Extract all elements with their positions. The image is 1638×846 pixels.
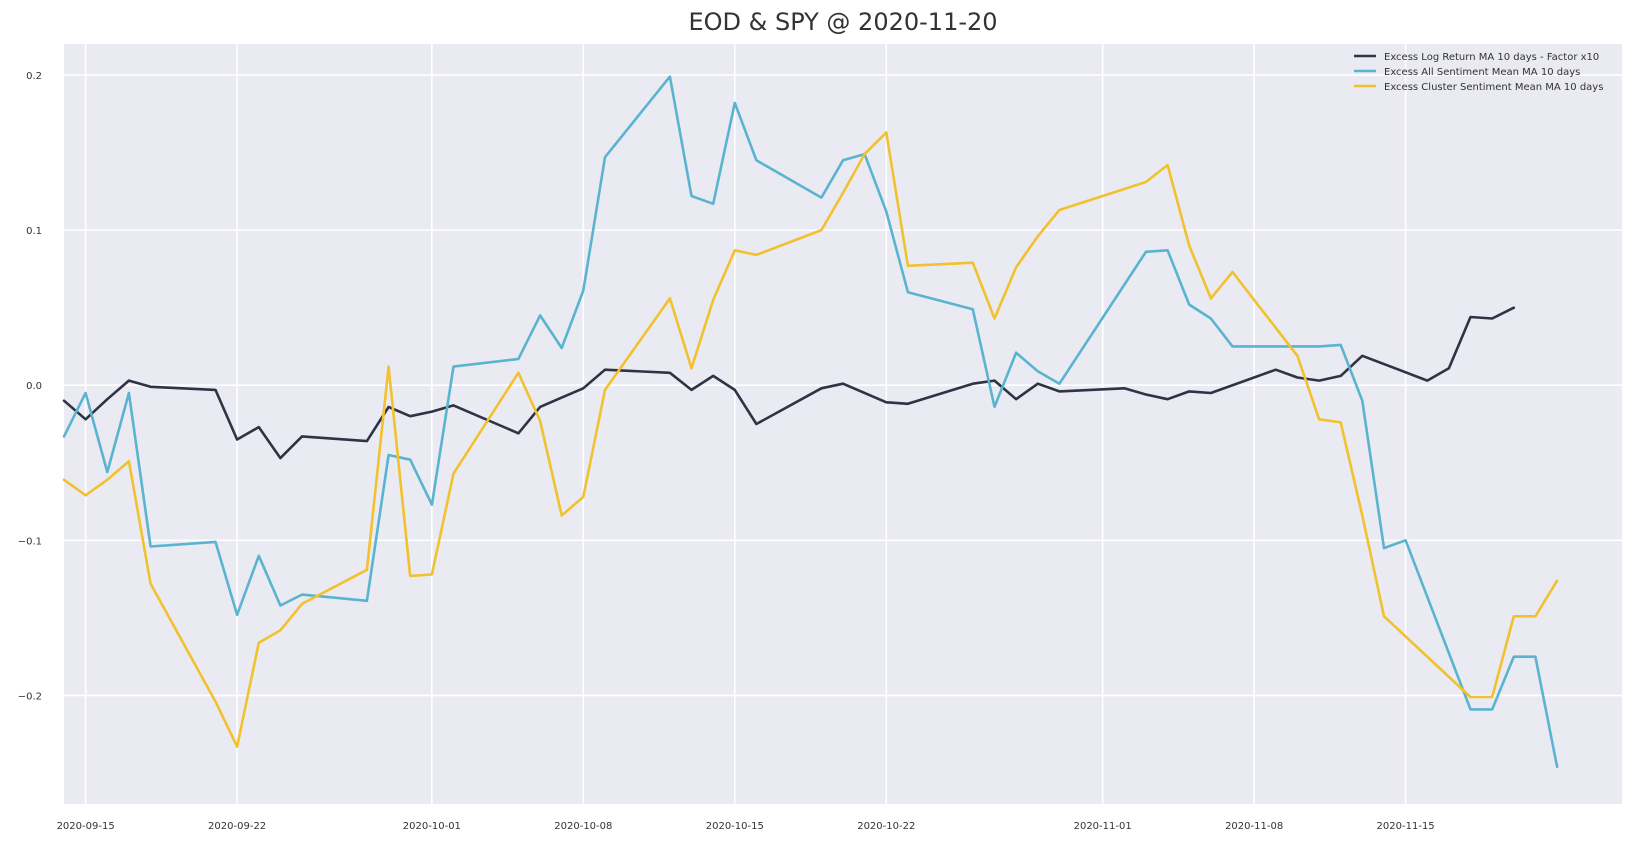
x-tick-label: 2020-09-22: [208, 821, 266, 832]
plot-area: [64, 44, 1622, 804]
series-line-2: [62, 75, 1559, 769]
x-tick-label: 2020-10-08: [554, 821, 612, 832]
y-tick-label: −0.1: [18, 536, 42, 547]
x-tick-label: 2020-10-15: [706, 821, 764, 832]
legend: Excess Log Return MA 10 days - Factor x1…: [1354, 52, 1603, 93]
y-axis-ticks: 0.2 0.1 0.0 −0.1 −0.2: [18, 71, 42, 702]
x-tick-label: 2020-10-01: [403, 821, 461, 832]
grid: [64, 44, 1622, 804]
legend-label: Excess Cluster Sentiment Mean MA 10 days: [1384, 82, 1603, 93]
y-tick-label: 0.1: [26, 226, 42, 237]
chart-title: EOD & SPY @ 2020-11-20: [688, 8, 997, 36]
series-line-1: [62, 306, 1516, 460]
y-tick-label: 0.0: [26, 381, 42, 392]
legend-label: Excess Log Return MA 10 days - Factor x1…: [1384, 52, 1599, 63]
x-tick-label: 2020-10-22: [857, 821, 915, 832]
series-lines: [62, 75, 1559, 769]
x-tick-label: 2020-09-15: [57, 821, 115, 832]
y-tick-label: 0.2: [26, 71, 42, 82]
x-tick-label: 2020-11-01: [1074, 821, 1132, 832]
series-line-3: [62, 131, 1559, 748]
x-tick-label: 2020-11-08: [1225, 821, 1283, 832]
x-axis-ticks: 2020-09-15 2020-09-22 2020-10-01 2020-10-08…: [57, 821, 1435, 832]
y-tick-label: −0.2: [18, 691, 42, 702]
x-tick-label: 2020-11-15: [1377, 821, 1435, 832]
legend-label: Excess All Sentiment Mean MA 10 days: [1384, 67, 1580, 78]
